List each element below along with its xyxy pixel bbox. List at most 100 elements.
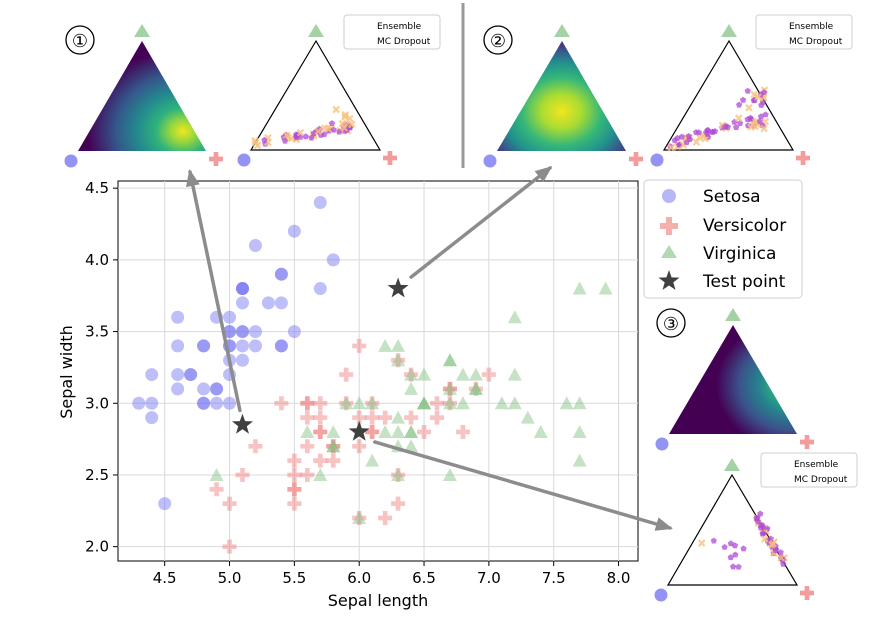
mc-dropout-sample xyxy=(721,543,728,550)
versicolor-point xyxy=(313,396,328,411)
mc-dropout-sample xyxy=(281,137,289,144)
mc-dropout-sample xyxy=(730,563,737,570)
setosa-vertex-marker xyxy=(483,154,497,168)
setosa-point xyxy=(287,325,301,339)
y-axis-label: Sepal width xyxy=(57,325,76,419)
virginica-vertex-marker xyxy=(725,308,741,321)
virginica-point xyxy=(559,396,574,410)
setosa-point xyxy=(261,296,275,310)
versicolor-point xyxy=(352,338,367,353)
virginica-point xyxy=(391,338,406,352)
panel-label-1 xyxy=(65,25,95,55)
virginica-point xyxy=(442,353,457,367)
virginica-point xyxy=(442,381,457,395)
setosa-point xyxy=(235,325,249,339)
virginica-point xyxy=(404,424,419,438)
versicolor-vertex-marker xyxy=(209,152,223,166)
virginica-point xyxy=(209,467,224,481)
virginica-point xyxy=(494,396,509,410)
mc-dropout-sample xyxy=(758,521,766,528)
versicolor-point xyxy=(287,453,302,468)
sample-legend-2-ensemble: Ensemble xyxy=(789,22,834,32)
ensemble-sample xyxy=(341,111,350,119)
versicolor-point xyxy=(391,496,406,511)
setosa-point xyxy=(274,267,288,281)
setosa-point xyxy=(197,396,211,410)
setosa-point xyxy=(171,339,185,353)
panel-label-1-text: ① xyxy=(72,31,88,52)
mc-dropout-sample xyxy=(777,549,784,556)
x-tick-label: 4.5 xyxy=(153,569,177,587)
virginica-point xyxy=(365,453,380,467)
x-tick-label: 7.5 xyxy=(542,569,566,587)
test-point xyxy=(387,277,409,298)
ensemble-sample xyxy=(296,128,305,137)
virginica-point xyxy=(365,396,380,410)
sample-legend-box-1 xyxy=(343,14,441,50)
setosa-point xyxy=(197,339,211,353)
ensemble-sample xyxy=(697,539,706,547)
virginica-vertex-marker xyxy=(554,24,570,37)
versicolor-point xyxy=(430,410,445,425)
mc-dropout-sample xyxy=(759,530,766,537)
setosa-point xyxy=(235,325,249,339)
setosa-point xyxy=(223,396,237,410)
y-tick-label: 2.5 xyxy=(85,466,109,484)
y-tick-label: 4.5 xyxy=(85,179,109,197)
setosa-point xyxy=(235,282,249,296)
ensemble-sample xyxy=(314,127,323,135)
setosa-point xyxy=(274,339,288,353)
virginica-point xyxy=(391,353,406,367)
virginica-point xyxy=(507,310,522,324)
arrow-head xyxy=(186,169,200,188)
virginica-point xyxy=(378,338,393,352)
virginica-point xyxy=(507,367,522,381)
mc-dropout-sample xyxy=(757,113,765,120)
ensemble-sample xyxy=(667,143,676,152)
panel-label-2-circle xyxy=(483,25,513,55)
density-triangle-3 xyxy=(669,325,797,434)
mc-dropout-sample xyxy=(310,130,318,136)
setosa-point xyxy=(313,282,327,296)
virginica-point xyxy=(378,424,393,438)
versicolor-point xyxy=(417,424,432,439)
versicolor-point xyxy=(313,424,328,439)
virginica-point xyxy=(417,367,432,381)
virginica-point xyxy=(339,396,354,410)
setosa-point xyxy=(145,368,159,382)
simplex-triangle-1 xyxy=(249,39,382,151)
sample-legends: Ensemble MC Dropout Ensemble MC Dropout … xyxy=(343,14,858,488)
versicolor-point xyxy=(430,396,445,411)
ensemble-sample xyxy=(747,123,755,131)
mc-dropout-sample xyxy=(733,124,740,131)
mc-dropout-sample xyxy=(674,134,681,141)
versicolor-point xyxy=(300,410,315,425)
mc-dropout-sample xyxy=(731,542,739,549)
versicolor-point xyxy=(300,396,315,411)
virginica-point xyxy=(572,453,587,467)
ensemble-sample xyxy=(347,120,356,129)
mc-dropout-sample xyxy=(710,537,717,544)
mc-dropout-sample xyxy=(762,111,769,118)
versicolor-point xyxy=(442,381,457,396)
virginica-point xyxy=(455,396,470,410)
sample-legend-3-ensemble: Ensemble xyxy=(794,460,839,470)
panel-label-2-text: ② xyxy=(490,31,506,52)
setosa-point xyxy=(145,411,159,425)
virginica-point xyxy=(442,467,457,481)
mc-dropout-sample xyxy=(739,96,747,103)
sample-legend-1-ensemble: Ensemble xyxy=(377,22,422,32)
mc-dropout-sample xyxy=(744,116,751,123)
density-triangle-1 xyxy=(78,41,206,151)
legend-virginica-label: Virginica xyxy=(703,244,776,264)
setosa-vertex-marker xyxy=(650,153,664,167)
virginica-point xyxy=(326,424,341,438)
ensemble-sample xyxy=(768,541,776,549)
legend-test-point-label: Test point xyxy=(702,272,786,292)
setosa-point xyxy=(132,396,146,410)
versicolor-point xyxy=(222,496,237,511)
mc-dropout-sample xyxy=(261,136,268,143)
virginica-point xyxy=(572,396,587,410)
mc-dropout-sample xyxy=(695,129,702,136)
versicolor-point xyxy=(365,410,380,425)
